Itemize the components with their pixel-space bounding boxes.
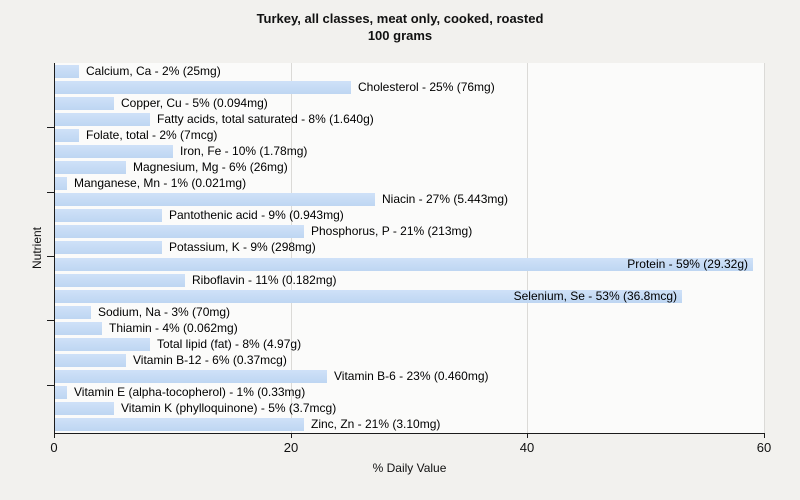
nutrient-bar <box>55 193 375 206</box>
nutrient-bar-label: Calcium, Ca - 2% (25mg) <box>86 64 221 78</box>
x-tick <box>764 434 765 438</box>
nutrient-bar <box>55 338 150 351</box>
nutrient-bar-label: Fatty acids, total saturated - 8% (1.640… <box>157 112 374 126</box>
nutrient-bar <box>55 290 682 303</box>
x-tick-label: 20 <box>283 440 299 455</box>
nutrient-bar <box>55 65 79 78</box>
nutrient-bar-label: Cholesterol - 25% (76mg) <box>358 80 495 94</box>
nutrient-bar-label: Sodium, Na - 3% (70mg) <box>98 305 231 319</box>
nutrient-bar-label: Vitamin E (alpha-tocopherol) - 1% (0.33m… <box>74 385 306 399</box>
plot-area: Calcium, Ca - 2% (25mg) Cholesterol - 25%… <box>54 63 765 434</box>
x-tick <box>291 434 292 438</box>
nutrient-bar <box>55 274 185 287</box>
gridline-x-40 <box>527 63 528 433</box>
x-tick-label: 0 <box>50 440 58 455</box>
nutrient-bar-label: Vitamin B-12 - 6% (0.37mcg) <box>133 353 287 367</box>
nutrient-bar-label: Phosphorus, P - 21% (213mg) <box>311 224 473 238</box>
nutrient-bar <box>55 322 102 335</box>
nutrient-bar <box>55 354 126 367</box>
nutrient-bar <box>55 209 162 222</box>
nutrient-bar-label: Folate, total - 2% (7mcg) <box>86 128 218 142</box>
x-tick-label: 40 <box>519 440 535 455</box>
nutrient-bar-label: Copper, Cu - 5% (0.094mg) <box>121 96 268 110</box>
x-tick-label: 60 <box>756 440 772 455</box>
nutrient-bar <box>55 306 91 319</box>
nutrient-bar-label: Potassium, K - 9% (298mg) <box>169 240 316 254</box>
nutrient-bar <box>55 418 304 431</box>
nutrient-bar <box>55 386 67 399</box>
nutrient-bar-label: Selenium, Se - 53% (36.8mcg) <box>513 289 677 303</box>
gridline-x-60 <box>764 63 765 433</box>
nutrient-bar-label: Vitamin B-6 - 23% (0.460mg) <box>334 369 489 383</box>
nutrient-bar <box>55 129 79 142</box>
x-tick <box>527 434 528 438</box>
nutrient-bar-label: Manganese, Mn - 1% (0.021mg) <box>74 176 247 190</box>
nutrient-bar-label: Zinc, Zn - 21% (3.10mg) <box>311 417 441 431</box>
nutrient-bar-label: Protein - 59% (29.32g) <box>627 257 748 271</box>
nutrient-bar-label: Iron, Fe - 10% (1.78mg) <box>180 144 308 158</box>
nutrient-bar <box>55 402 114 415</box>
nutrient-bar-label: Vitamin K (phylloquinone) - 5% (3.7mcg) <box>121 401 337 415</box>
nutrient-bar-label: Thiamin - 4% (0.062mg) <box>109 321 238 335</box>
nutrient-bar-label: Total lipid (fat) - 8% (4.97g) <box>157 337 302 351</box>
nutrient-bar-label: Pantothenic acid - 9% (0.943mg) <box>169 208 344 222</box>
y-tick <box>47 127 54 128</box>
nutrient-bar <box>55 145 173 158</box>
y-axis-label: Nutrient <box>30 226 44 270</box>
y-tick <box>47 256 54 257</box>
nutrient-bar-label: Magnesium, Mg - 6% (26mg) <box>133 160 288 174</box>
nutrient-bar <box>55 370 327 383</box>
gridline-x-20 <box>291 63 292 433</box>
nutrient-bar <box>55 241 162 254</box>
x-axis-label: % Daily Value <box>372 461 447 475</box>
y-tick <box>47 385 54 386</box>
nutrient-bar <box>55 225 304 238</box>
chart-title: Turkey, all classes, meat only, cooked, … <box>256 11 544 26</box>
y-tick <box>47 192 54 193</box>
nutrient-bar-label: Riboflavin - 11% (0.182mg) <box>192 273 337 287</box>
nutrient-bar <box>55 177 67 190</box>
x-tick <box>54 434 55 438</box>
nutrient-bar <box>55 161 126 174</box>
y-tick <box>47 320 54 321</box>
nutrient-bar <box>55 258 753 271</box>
nutrient-bar <box>55 81 351 94</box>
nutrient-bar <box>55 97 114 110</box>
chart-subtitle: 100 grams <box>367 28 433 43</box>
nutrient-bar-label: Niacin - 27% (5.443mg) <box>382 192 509 206</box>
nutrient-bar <box>55 113 150 126</box>
